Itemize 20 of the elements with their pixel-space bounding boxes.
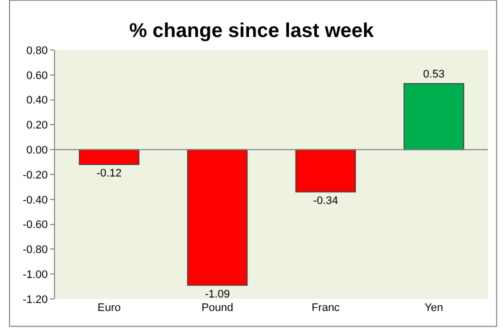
x-tick-label: Franc: [312, 302, 340, 314]
x-tick-label: Pound: [201, 302, 234, 314]
y-tick-label: 0.60: [26, 70, 48, 82]
data-label: 0.53: [423, 68, 445, 81]
y-tick-label: -0.80: [22, 244, 48, 256]
y-tick-label: -1.00: [22, 268, 48, 281]
x-tick-label: Yen: [424, 302, 444, 314]
x-tick-label: Euro: [98, 302, 121, 314]
y-tick-label: -0.20: [22, 169, 48, 182]
y-tick-label: -0.60: [22, 219, 48, 232]
y-tick-label: 0.20: [26, 120, 48, 132]
y-tick-label: 0.80: [26, 44, 48, 57]
y-tick-label: 0.40: [26, 94, 48, 107]
y-tick-label: -1.20: [22, 294, 48, 306]
y-tick-label: -0.40: [22, 194, 48, 206]
chart-title: % change since last week: [129, 20, 375, 42]
data-label: -1.09: [204, 288, 230, 300]
y-tick-label: 0.00: [26, 144, 48, 156]
data-label: -0.34: [313, 194, 338, 207]
data-label: -0.12: [96, 168, 122, 180]
